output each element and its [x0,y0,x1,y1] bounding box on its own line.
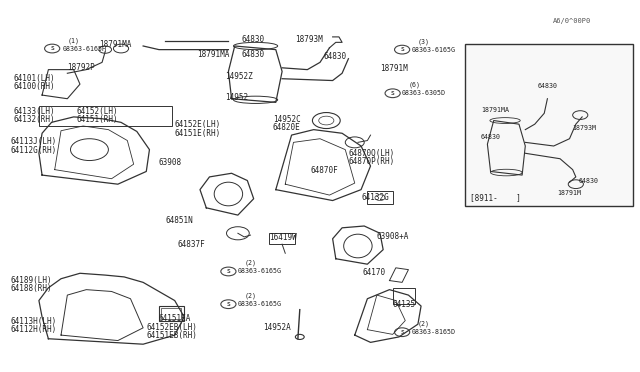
Text: 64151EA: 64151EA [159,314,191,323]
Text: 64152EB(LH): 64152EB(LH) [147,323,197,331]
Text: 08363-6305D: 08363-6305D [402,90,446,96]
Text: 18793M: 18793M [573,125,596,131]
Text: 64837F: 64837F [178,240,205,249]
Bar [367,192,393,204]
Text: S: S [227,302,230,307]
Text: 64132(RH): 64132(RH) [13,115,55,124]
Text: (3): (3) [418,38,430,45]
Text: 64151(RH): 64151(RH) [77,115,118,124]
Bar [269,233,295,244]
Text: 64113H(LH): 64113H(LH) [10,317,57,326]
Text: (2): (2) [244,292,256,299]
Text: 64870F: 64870F [310,166,339,175]
Text: S: S [227,269,230,274]
Text: 08363-6165G: 08363-6165G [238,269,282,275]
Text: 64132G: 64132G [361,193,389,202]
Text: 18791M: 18791M [380,64,408,73]
Text: S: S [400,330,404,335]
Text: 64100(RH): 64100(RH) [13,82,55,91]
Text: 64135: 64135 [393,300,416,309]
Text: 08363-6165H: 08363-6165H [62,45,106,52]
Text: 64830: 64830 [481,134,501,140]
Text: 18791MA: 18791MA [481,107,509,113]
Text: 64101(LH): 64101(LH) [13,74,55,83]
Text: S: S [391,91,394,96]
Bar [393,288,415,304]
Text: 63908: 63908 [159,158,182,167]
Text: (2): (2) [244,260,256,266]
Text: 64152E(LH): 64152E(LH) [175,121,221,129]
Text: 08363-6165G: 08363-6165G [412,46,456,52]
Text: 64870Q(LH): 64870Q(LH) [348,149,395,158]
Text: 64189(LH): 64189(LH) [10,276,52,285]
Text: 16419W: 16419W [269,233,297,242]
Text: 64151EB(RH): 64151EB(RH) [147,331,197,340]
Bar [465,44,633,206]
Bar [159,306,184,321]
Text: 64820E: 64820E [273,123,300,132]
Text: 14952A: 14952A [263,323,291,331]
Text: 18792P: 18792P [67,63,95,72]
Text: 64152(LH): 64152(LH) [77,107,118,116]
Text: 64830: 64830 [579,177,599,183]
Text: 64112G(RH): 64112G(RH) [10,146,57,155]
Text: 64113J(LH): 64113J(LH) [10,137,57,146]
Text: 64830: 64830 [241,50,264,59]
Text: [8911-    ]: [8911- ] [470,193,521,202]
Bar [39,106,172,126]
Text: S: S [400,47,404,52]
Text: 64870P(RH): 64870P(RH) [348,157,395,166]
Text: 18791M: 18791M [557,190,581,196]
Text: A6/0^00P0: A6/0^00P0 [554,17,591,23]
Text: 08363-6165G: 08363-6165G [238,301,282,307]
Text: 18791MA: 18791MA [99,41,131,49]
Text: 64188(RH): 64188(RH) [10,284,52,293]
Text: 18793M: 18793M [295,35,323,44]
Text: (6): (6) [408,81,420,88]
Text: 64112H(RH): 64112H(RH) [10,325,57,334]
Text: 64830: 64830 [323,52,346,61]
Text: (2): (2) [418,321,430,327]
Text: 64151E(RH): 64151E(RH) [175,129,221,138]
Text: 14952C: 14952C [273,115,300,124]
Text: 63908+A: 63908+A [377,232,409,241]
Text: 14952: 14952 [225,93,248,102]
Text: 64830: 64830 [241,35,264,44]
Text: 64830: 64830 [538,83,558,89]
Text: 64851N: 64851N [165,216,193,225]
Text: S: S [51,46,54,51]
Text: 08363-8165D: 08363-8165D [412,329,456,335]
Text: 14952Z: 14952Z [225,72,253,81]
Text: 64170: 64170 [363,268,386,277]
Text: (1): (1) [67,37,79,44]
Bar [161,308,181,319]
Text: 64133(LH): 64133(LH) [13,107,55,116]
Text: 18791MA: 18791MA [197,50,229,59]
